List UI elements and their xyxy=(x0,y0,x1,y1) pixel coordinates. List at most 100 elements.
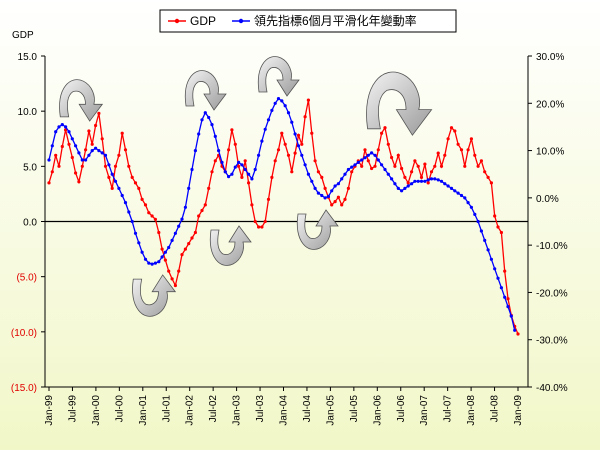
leading-index-point xyxy=(60,123,64,127)
left-y-tick-label: (10.0) xyxy=(11,328,37,339)
leading-index-point xyxy=(200,118,204,122)
leading-index-point xyxy=(260,139,264,143)
leading-index-point xyxy=(167,245,171,250)
gdp-point xyxy=(473,153,477,157)
x-tick-label: Jan-02 xyxy=(185,395,196,426)
gdp-point xyxy=(50,170,54,174)
x-tick-label: Jan-08 xyxy=(466,395,477,426)
gdp-point xyxy=(466,148,470,152)
leading-index-point xyxy=(476,219,480,224)
gdp-point xyxy=(60,144,64,149)
gdp-point xyxy=(260,225,264,229)
leading-index-point xyxy=(433,177,437,181)
leading-index-point xyxy=(423,179,427,183)
trough-arrow-2003 xyxy=(209,225,252,266)
leading-index-point xyxy=(310,179,314,183)
leading-index-point xyxy=(67,130,71,134)
leading-index-point xyxy=(190,167,194,172)
leading-index-point xyxy=(187,186,191,190)
leading-index-point xyxy=(193,149,197,153)
leading-index-point xyxy=(320,193,324,198)
series-layer xyxy=(47,97,520,336)
x-tick-label: Jul-99 xyxy=(67,395,78,423)
gdp-point xyxy=(127,164,131,168)
gdp-point xyxy=(330,203,334,207)
leading-index-point xyxy=(483,238,487,242)
leading-index-point xyxy=(306,172,310,176)
gdp-point xyxy=(250,203,254,207)
gdp-point xyxy=(183,247,187,251)
gdp-point xyxy=(57,164,61,168)
leading-index-point xyxy=(220,160,224,164)
x-tick-label: Jul-01 xyxy=(161,395,172,423)
leading-index-point xyxy=(110,172,114,176)
leading-index-point xyxy=(406,184,410,188)
gdp-point xyxy=(103,164,108,168)
leading-index-point xyxy=(439,179,444,183)
leading-index-point xyxy=(300,153,304,157)
gdp-point xyxy=(343,197,347,201)
gdp-point xyxy=(137,186,141,190)
leading-index-point xyxy=(400,189,404,193)
gdp-point xyxy=(117,153,121,157)
leading-index-point xyxy=(346,167,350,172)
leading-index-point xyxy=(353,163,357,167)
gdp-point xyxy=(313,159,317,163)
gdp-point xyxy=(286,153,291,157)
gdp-point xyxy=(499,230,503,235)
gdp-point xyxy=(273,159,277,163)
x-tick-label: Jan-01 xyxy=(138,395,149,426)
right-y-tick-label: 10.0% xyxy=(536,147,564,158)
gdp-point xyxy=(433,164,437,168)
leading-index-point xyxy=(227,175,231,179)
gdp-point xyxy=(390,155,394,160)
leading-index-point xyxy=(370,151,374,155)
leading-index-point xyxy=(160,255,164,259)
gdp-point xyxy=(429,170,434,174)
leading-index-point xyxy=(170,238,174,242)
peak-arrow-2002 xyxy=(184,70,227,111)
gdp-point xyxy=(80,164,84,168)
leading-index-point xyxy=(247,172,251,176)
leading-index-point xyxy=(143,257,148,261)
leading-index-point xyxy=(253,167,257,172)
leading-index-point xyxy=(87,153,91,157)
gdp-point xyxy=(396,153,400,157)
leading-index-point xyxy=(213,134,217,138)
leading-index-point xyxy=(283,104,287,108)
leading-index-point xyxy=(313,186,317,190)
leading-index-point xyxy=(416,179,420,183)
leading-index-point xyxy=(223,170,227,174)
x-tick-label: Jan-99 xyxy=(44,395,55,426)
gdp-point xyxy=(177,269,181,273)
left-y-tick-label: 15.0 xyxy=(18,52,38,63)
leading-index-point xyxy=(94,146,98,150)
gdp-point xyxy=(383,126,387,130)
leading-index-point xyxy=(376,158,380,162)
annotation-arrows xyxy=(59,56,433,317)
gdp-point xyxy=(230,128,234,132)
gdp-point xyxy=(243,159,247,163)
leading-index-point xyxy=(413,179,417,183)
leading-index-point xyxy=(293,132,297,136)
gdp-point xyxy=(100,137,104,141)
gdp-point xyxy=(403,175,407,179)
gdp-point xyxy=(257,225,261,229)
legend: GDP 領先指標6個月平滑化年變動率 xyxy=(159,9,457,33)
gdp-point xyxy=(87,129,91,133)
leading-index-point xyxy=(396,186,400,190)
gdp-point xyxy=(370,166,374,171)
leading-index-point xyxy=(137,241,141,245)
gdp-point xyxy=(153,217,157,221)
leading-index-point xyxy=(330,189,334,193)
gdp-point xyxy=(160,247,164,251)
leading-index-point xyxy=(296,144,301,148)
x-tick-label: Jan-00 xyxy=(91,395,102,426)
leading-index-point xyxy=(486,248,490,252)
gdp-point xyxy=(346,186,350,190)
leading-index-point xyxy=(316,191,320,195)
gdp-point xyxy=(133,181,138,185)
gdp-point xyxy=(147,211,151,215)
